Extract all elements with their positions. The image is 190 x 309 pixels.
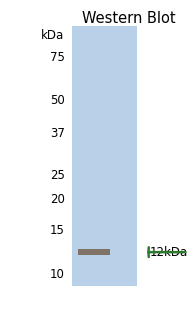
Text: kDa: kDa xyxy=(41,29,65,42)
Text: 10: 10 xyxy=(50,268,65,281)
Bar xyxy=(72,26,137,286)
Bar xyxy=(78,249,110,255)
Text: 20: 20 xyxy=(50,193,65,206)
Text: 12kDa: 12kDa xyxy=(150,246,188,259)
Text: 25: 25 xyxy=(50,169,65,182)
Text: 15: 15 xyxy=(50,224,65,237)
Text: Western Blot: Western Blot xyxy=(82,11,176,26)
Text: 37: 37 xyxy=(50,127,65,140)
Text: 50: 50 xyxy=(50,95,65,108)
Text: 75: 75 xyxy=(50,51,65,64)
